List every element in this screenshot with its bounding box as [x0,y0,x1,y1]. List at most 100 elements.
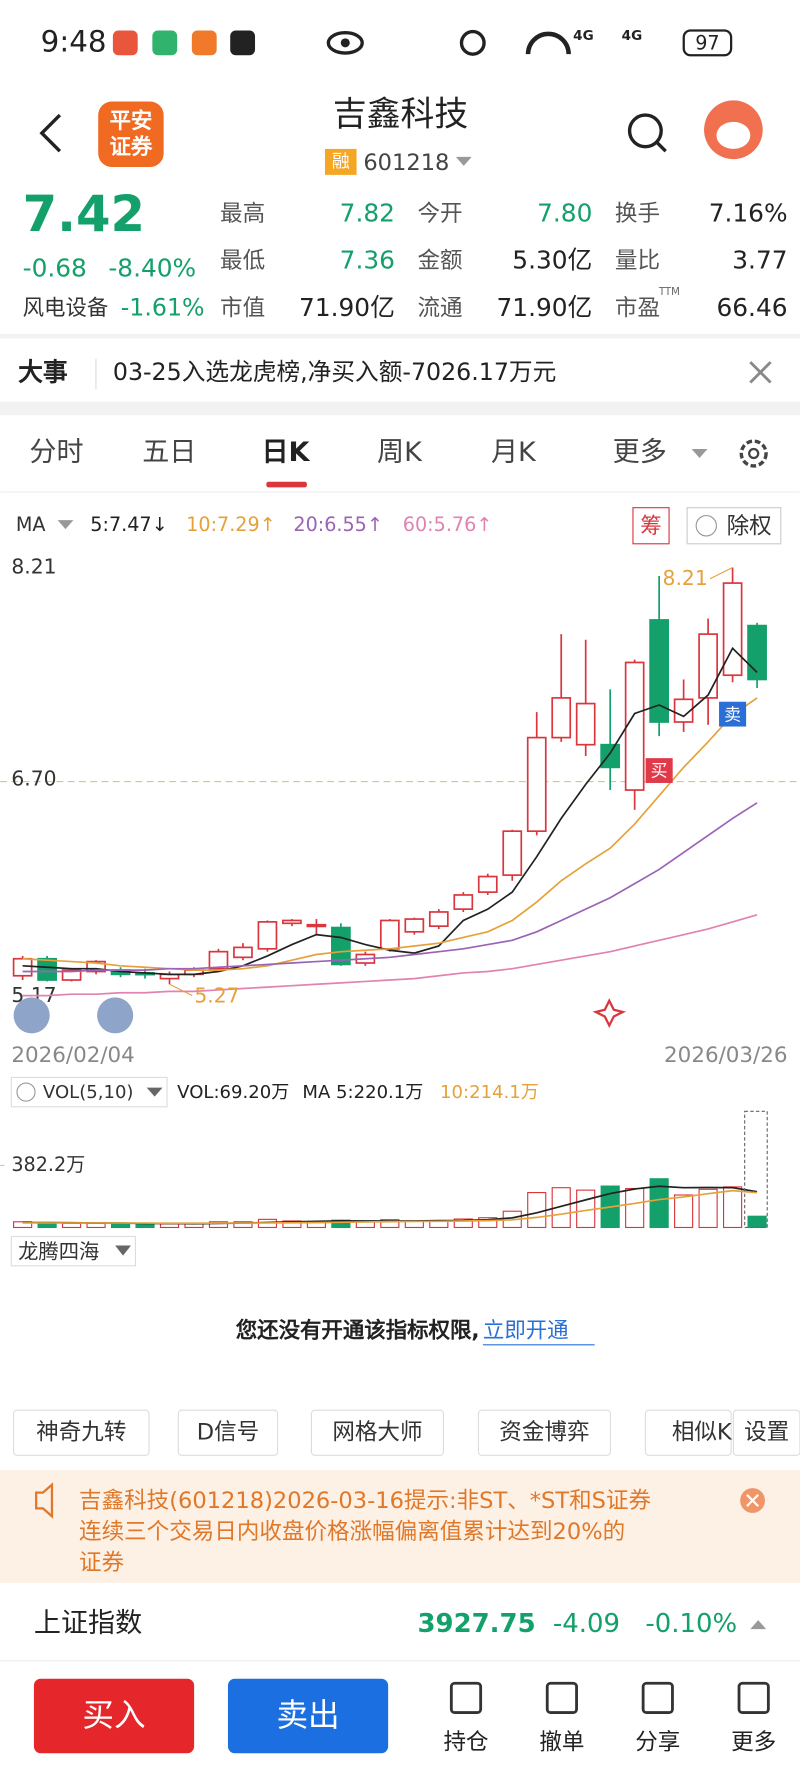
broker-logo [98,101,164,167]
action-label[interactable]: 分享 [635,1730,680,1756]
app-icon [191,30,217,56]
sell-text: 卖出 [276,1698,339,1734]
wifi-icon [525,31,571,55]
candle-body [502,830,523,876]
event-star[interactable] [592,998,627,1029]
volume-bar [527,1191,547,1229]
action-label[interactable]: 撤单 [539,1730,584,1756]
search-button[interactable] [627,113,663,149]
volume-bar [649,1178,669,1229]
candle-body [233,946,253,959]
vol-value: VOL:69.20万 [177,1082,289,1103]
notice-line: 连续三个交易日内收盘价格涨幅偏离值累计达到20%的 [79,1519,625,1545]
chip-button[interactable] [632,507,670,545]
tool-button[interactable] [644,1409,732,1456]
notice-line: 证券 [79,1550,124,1576]
volume-bar [478,1217,498,1229]
volume-bar [233,1221,253,1229]
sell-marker-text: 卖 [724,704,741,724]
battery-level: 97 [695,31,719,54]
dropdown-icon[interactable] [57,520,74,530]
volume-bar [453,1218,473,1229]
buy-button[interactable] [33,1678,195,1754]
vol-ma-line [22,1189,758,1225]
logo-text: 平安 [109,108,152,134]
stat-value: 71.90亿 [299,293,395,322]
stat-label: 今开 [417,201,462,227]
adjust-button[interactable] [686,507,782,545]
back-button[interactable] [39,113,62,153]
signal-label: 4G [622,28,643,44]
app-icon [230,30,256,56]
indicator-selector[interactable] [10,1235,137,1267]
indicator-name: 龙腾四海 [18,1239,99,1263]
news-text[interactable]: 03-25入选龙虎榜,净买入额-7026.17万元 [113,358,556,386]
settings-button[interactable] [739,439,768,468]
search-button[interactable] [655,140,667,153]
open-link[interactable]: 立即开通 [483,1318,569,1343]
tool-label: 网格大师 [332,1419,422,1445]
expand-icon[interactable] [750,1620,767,1630]
buy-marker[interactable] [645,758,673,783]
buy-marker-text: 买 [651,761,668,781]
volume-bar [747,1215,767,1229]
action-label[interactable]: 持仓 [443,1730,488,1756]
expand-button[interactable] [13,997,50,1034]
dropdown-icon [115,1245,131,1256]
index-change: -4.09 [553,1609,620,1639]
info-icon [695,515,718,537]
low-pointer [169,983,193,997]
sector-change: -1.61% [121,294,205,322]
notice-band [0,1470,800,1583]
dropdown-icon[interactable] [455,156,472,166]
candle-body [404,918,425,933]
index-name[interactable]: 上证指数 [34,1608,142,1639]
buy-text: 买入 [82,1698,145,1734]
x-tick-label: 2026/03/26 [664,1043,787,1068]
action-icon [737,1681,770,1715]
tool-button[interactable] [310,1409,444,1456]
tool-button[interactable] [13,1409,150,1456]
candle-body [624,661,645,791]
logo-text: 证券 [109,134,152,160]
legend-entry: 10:214.1万 [440,1082,539,1103]
dropdown-icon[interactable] [691,449,708,459]
candle-body [282,919,302,925]
stat-label: 最高 [220,201,265,227]
sell-marker[interactable] [719,701,747,727]
close-news[interactable] [749,361,772,384]
candle-body [747,624,767,681]
tab[interactable]: 周K [377,437,423,468]
stat-label: 市值 [220,296,265,322]
candle-body [673,698,694,723]
chip-text: 筹 [640,514,661,539]
stat-label: 金额 [417,248,462,274]
stock-code: 601218 [363,150,449,176]
tool-button[interactable] [177,1409,279,1456]
separator [0,401,800,416]
low-label: 5.27 [194,984,239,1008]
tab[interactable]: 更多 [613,437,667,468]
tab[interactable]: 分时 [29,437,83,468]
sell-button[interactable] [227,1678,389,1754]
candle-body [37,957,57,981]
tab[interactable]: 五日 [142,437,196,468]
tool-button[interactable] [477,1409,611,1456]
tab[interactable]: 月K [491,437,537,468]
time: 9:48 [41,24,107,58]
y-tick-label: 6.70 [11,766,56,790]
vol-selector[interactable] [10,1076,168,1108]
pe-mark: TTM [658,287,680,298]
fullscreen-button[interactable] [97,997,134,1034]
vol-legend: VOL(5,10) [43,1082,134,1103]
sector: 风电设备 [23,296,109,321]
candle-body [257,921,278,950]
close-notice [746,1494,759,1507]
selection-box [744,1110,768,1229]
tab[interactable]: 日K [261,437,310,468]
app-icon [112,30,138,56]
candle-body [12,957,33,977]
volume-bar [380,1219,400,1229]
settings-button [748,447,760,460]
action-label[interactable]: 更多 [731,1730,776,1756]
